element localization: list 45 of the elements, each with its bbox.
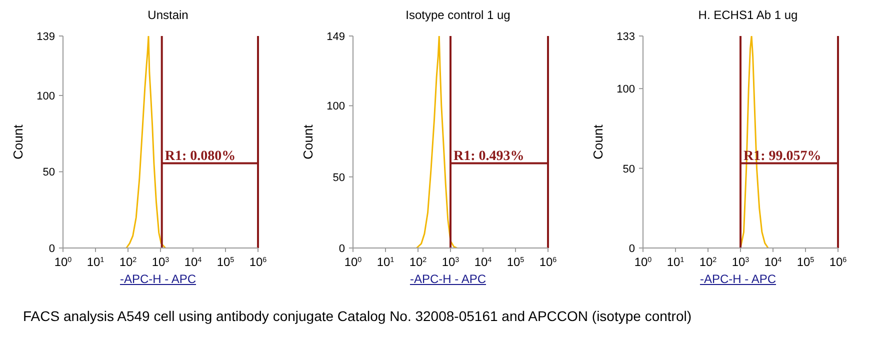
y-tick-label: 0 <box>628 243 635 255</box>
x-tick-label: 10$^{6}$ <box>249 254 267 269</box>
x-tick-label: 10$^{1}$ <box>666 254 684 269</box>
x-tick-label: 10$^{1}$ <box>86 254 104 269</box>
y-tick-label: 139 <box>36 31 55 43</box>
y-tick-label: 100 <box>36 90 55 102</box>
x-tick-label: 10$^{6}$ <box>539 254 557 269</box>
x-tick-label: 10$^{4}$ <box>764 254 782 269</box>
x-tick-label: 10$^{3}$ <box>732 254 750 269</box>
y-tick-label: 100 <box>326 100 345 113</box>
x-tick-label: 10$^{5}$ <box>506 254 524 269</box>
x-tick-label: 10$^{6}$ <box>829 254 847 269</box>
chart-title: Unstain <box>146 8 190 24</box>
x-tick-label: 10$^{0}$ <box>344 254 362 269</box>
x-tick-label: 10$^{2}$ <box>409 254 427 269</box>
chart-title: Isotype control 1 ug <box>404 8 512 24</box>
x-tick-label: 10$^{5}$ <box>796 254 814 269</box>
y-tick-label: 133 <box>616 31 635 43</box>
annotation: R1: 0.493% <box>454 149 524 164</box>
x-tick-label: 10$^{0}$ <box>634 254 652 269</box>
y-axis-title: Count <box>10 124 26 160</box>
x-axis-title: -APC-H - APC <box>408 272 487 286</box>
text: FACS analysis A549 cell using antibody conjugate Catalog No. 32008-05161 and APCCON (isotype control) <box>22 308 693 324</box>
x-axis-title: -APC-H - APC <box>118 272 197 286</box>
y-tick-label: 0 <box>48 243 55 255</box>
annotation: R1: 0.080% <box>164 149 236 164</box>
y-tick-label: 0 <box>338 243 345 255</box>
y-tick-label: 100 <box>616 84 635 96</box>
x-tick-label: 10$^{2}$ <box>699 254 717 269</box>
chart-title: H. ECHS1 Ab 1 ug <box>697 8 799 24</box>
x-tick-label: 10$^{4}$ <box>474 254 492 269</box>
x-tick-label: 10$^{5}$ <box>216 254 234 269</box>
y-tick-label: 50 <box>622 163 635 176</box>
x-tick-label: 10$^{1}$ <box>376 254 394 269</box>
y-axis-title: Count <box>300 124 316 160</box>
x-tick-label: 10$^{3}$ <box>152 254 170 269</box>
y-axis-title: Count <box>590 124 606 160</box>
x-tick-label: 10$^{2}$ <box>119 254 137 269</box>
y-tick-label: 50 <box>42 166 55 179</box>
x-tick-label: 10$^{0}$ <box>54 254 72 269</box>
y-tick-label: 50 <box>332 172 345 184</box>
x-tick-label: 10$^{4}$ <box>184 254 202 269</box>
y-tick-label: 149 <box>326 31 345 43</box>
x-axis-title: -APC-H - APC <box>698 272 777 286</box>
x-tick-label: 10$^{3}$ <box>442 254 460 269</box>
